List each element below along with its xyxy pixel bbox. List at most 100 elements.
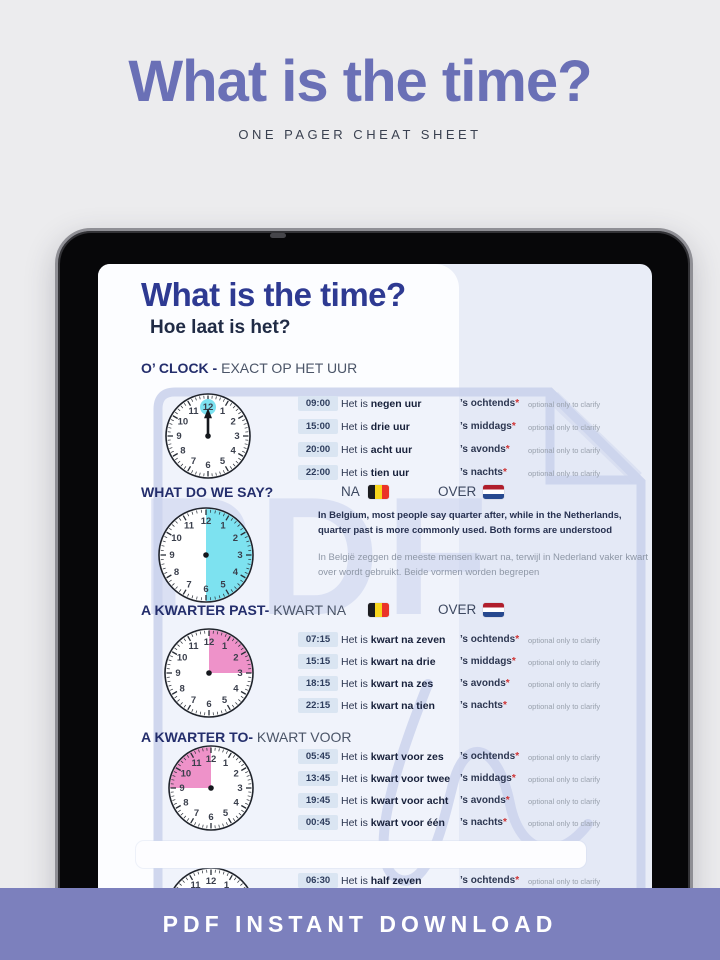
daypart-label: ’s middags* [460,656,516,667]
daypart-label: ’s nachts* [460,817,507,828]
time-sentence: Het is kwart na drie [341,656,436,668]
optional-note: optional only to clarify [528,636,601,645]
sentence-lead: Het is [341,817,371,829]
svg-text:8: 8 [174,567,179,578]
time-chip: 22:00 [298,465,338,480]
daypart-label: ’s nachts* [460,700,507,711]
sentence-lead: Het is [341,751,371,763]
section-heading-oclock: O’ CLOCK - EXACT OP HET UUR [141,360,357,376]
sentence-lead: Het is [341,467,371,479]
sentence-phrase: kwart voor acht [370,795,449,807]
svg-text:4: 4 [233,567,239,578]
daypart-label: ’s ochtends* [460,751,519,762]
daypart-text: ’s middags [460,773,512,784]
netherlands-flag-icon [483,485,504,499]
time-row: 06:30 Het is half zeven ’s ochtends* option… [98,873,652,889]
sentence-lead: Het is [341,421,371,433]
daypart-asterisk: * [515,875,520,886]
time-chip: 22:15 [298,698,338,713]
time-chip: 18:15 [298,676,338,691]
daypart-asterisk: * [515,398,520,409]
daypart-label: ’s avonds* [460,678,510,689]
daypart-asterisk: * [502,700,507,711]
download-banner-label: PDF INSTANT DOWNLOAD [162,910,558,937]
label-over: OVER [438,602,477,617]
optional-note: optional only to clarify [528,702,601,711]
optional-note: optional only to clarify [528,446,601,455]
optional-note: optional only to clarify [528,819,601,828]
time-sentence: Het is kwart voor één [341,817,445,829]
time-chip: 13:45 [298,771,338,786]
sentence-phrase: negen uur [370,398,422,410]
daypart-label: ’s ochtends* [460,398,519,409]
daypart-text: ’s ochtends [460,398,516,409]
time-sentence: Het is kwart voor twee [341,773,450,785]
daypart-text: ’s nachts [460,817,503,828]
svg-text:2: 2 [233,533,238,544]
svg-text:1: 1 [220,521,226,532]
hero-header: What is the time? ONE PAGER CHEAT SHEET [0,49,720,142]
sentence-lead: Het is [341,773,371,785]
time-chip: 19:45 [298,793,338,808]
time-chip: 00:45 [298,815,338,830]
time-row: 13:45 Het is kwart voor twee ’s middags* op… [98,771,652,787]
svg-text:3: 3 [237,550,242,561]
hero-title: What is the time? [128,49,592,114]
daypart-asterisk: * [505,795,510,806]
svg-text:7: 7 [186,579,191,590]
sentence-lead: Het is [341,700,371,712]
explanation-english: In Belgium, most people say quarter afte… [318,510,622,536]
time-sentence: Het is kwart na tien [341,700,435,712]
svg-text:9: 9 [169,550,174,561]
time-chip: 07:15 [298,632,338,647]
daypart-text: ’s ochtends [460,634,516,645]
tablet-mockup: PDF What is the time? Hoe laat is het? O… [55,228,693,960]
daypart-label: ’s middags* [460,421,516,432]
sentence-phrase: kwart na drie [370,656,436,668]
optional-note: optional only to clarify [528,797,601,806]
sentence-lead: Het is [341,875,371,887]
optional-note: optional only to clarify [528,680,601,689]
daypart-asterisk: * [511,656,516,667]
daypart-text: ’s avonds [460,678,506,689]
sentence-phrase: kwart voor één [370,817,445,829]
tablet-camera-icon [270,233,286,238]
time-sentence: Het is negen uur [341,398,422,410]
section-heading-bold: A KWARTER PAST- [141,602,270,618]
sentence-phrase: acht uur [370,444,413,456]
time-row: 05:45 Het is kwart voor zes ’s ochtends* op… [98,749,652,765]
daypart-text: ’s nachts [460,700,503,711]
time-row: 18:15 Het is kwart na zes ’s avonds* option… [98,676,652,692]
svg-text:11: 11 [184,521,195,532]
time-row: 00:45 Het is kwart voor één ’s nachts* opti… [98,815,652,831]
sentence-phrase: drie uur [370,421,410,433]
time-row: 15:00 Het is drie uur ’s middags* optional … [98,419,652,435]
daypart-text: ’s middags [460,421,512,432]
hero-subtitle: ONE PAGER CHEAT SHEET [238,126,482,142]
svg-text:10: 10 [171,533,182,544]
time-sentence: Het is kwart voor zes [341,751,444,763]
svg-text:12: 12 [201,516,212,527]
daypart-asterisk: * [511,773,516,784]
daypart-text: ’s ochtends [460,751,516,762]
time-chip: 05:45 [298,749,338,764]
daypart-text: ’s middags [460,656,512,667]
optional-note: optional only to clarify [528,469,601,478]
document-subtitle: Hoe laat is het? [150,317,291,338]
daypart-label: ’s nachts* [460,467,507,478]
time-row: 15:15 Het is kwart na drie ’s middags* opti… [98,654,652,670]
time-chip: 09:00 [298,396,338,411]
sentence-phrase: kwart voor zes [370,751,444,763]
section-heading-bold: O’ CLOCK - [141,360,218,376]
belgium-flag-icon [368,485,389,499]
section-heading-bold: WHAT DO WE SAY? [141,484,274,500]
daypart-text: ’s nachts [460,467,503,478]
sentence-phrase: kwart na tien [370,700,435,712]
daypart-text: ’s avonds [460,444,506,455]
section-heading-rest: EXACT OP HET UUR [217,360,358,376]
time-sentence: Het is kwart na zeven [341,634,445,646]
time-sentence: Het is drie uur [341,421,410,433]
time-row: 19:45 Het is kwart voor acht ’s avonds* opt… [98,793,652,809]
